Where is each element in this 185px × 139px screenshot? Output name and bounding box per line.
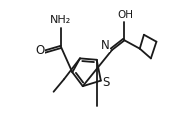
Text: N: N xyxy=(101,39,110,52)
Text: S: S xyxy=(102,76,109,89)
Text: O: O xyxy=(36,44,45,57)
Text: OH: OH xyxy=(117,10,133,20)
Text: NH₂: NH₂ xyxy=(50,15,71,25)
